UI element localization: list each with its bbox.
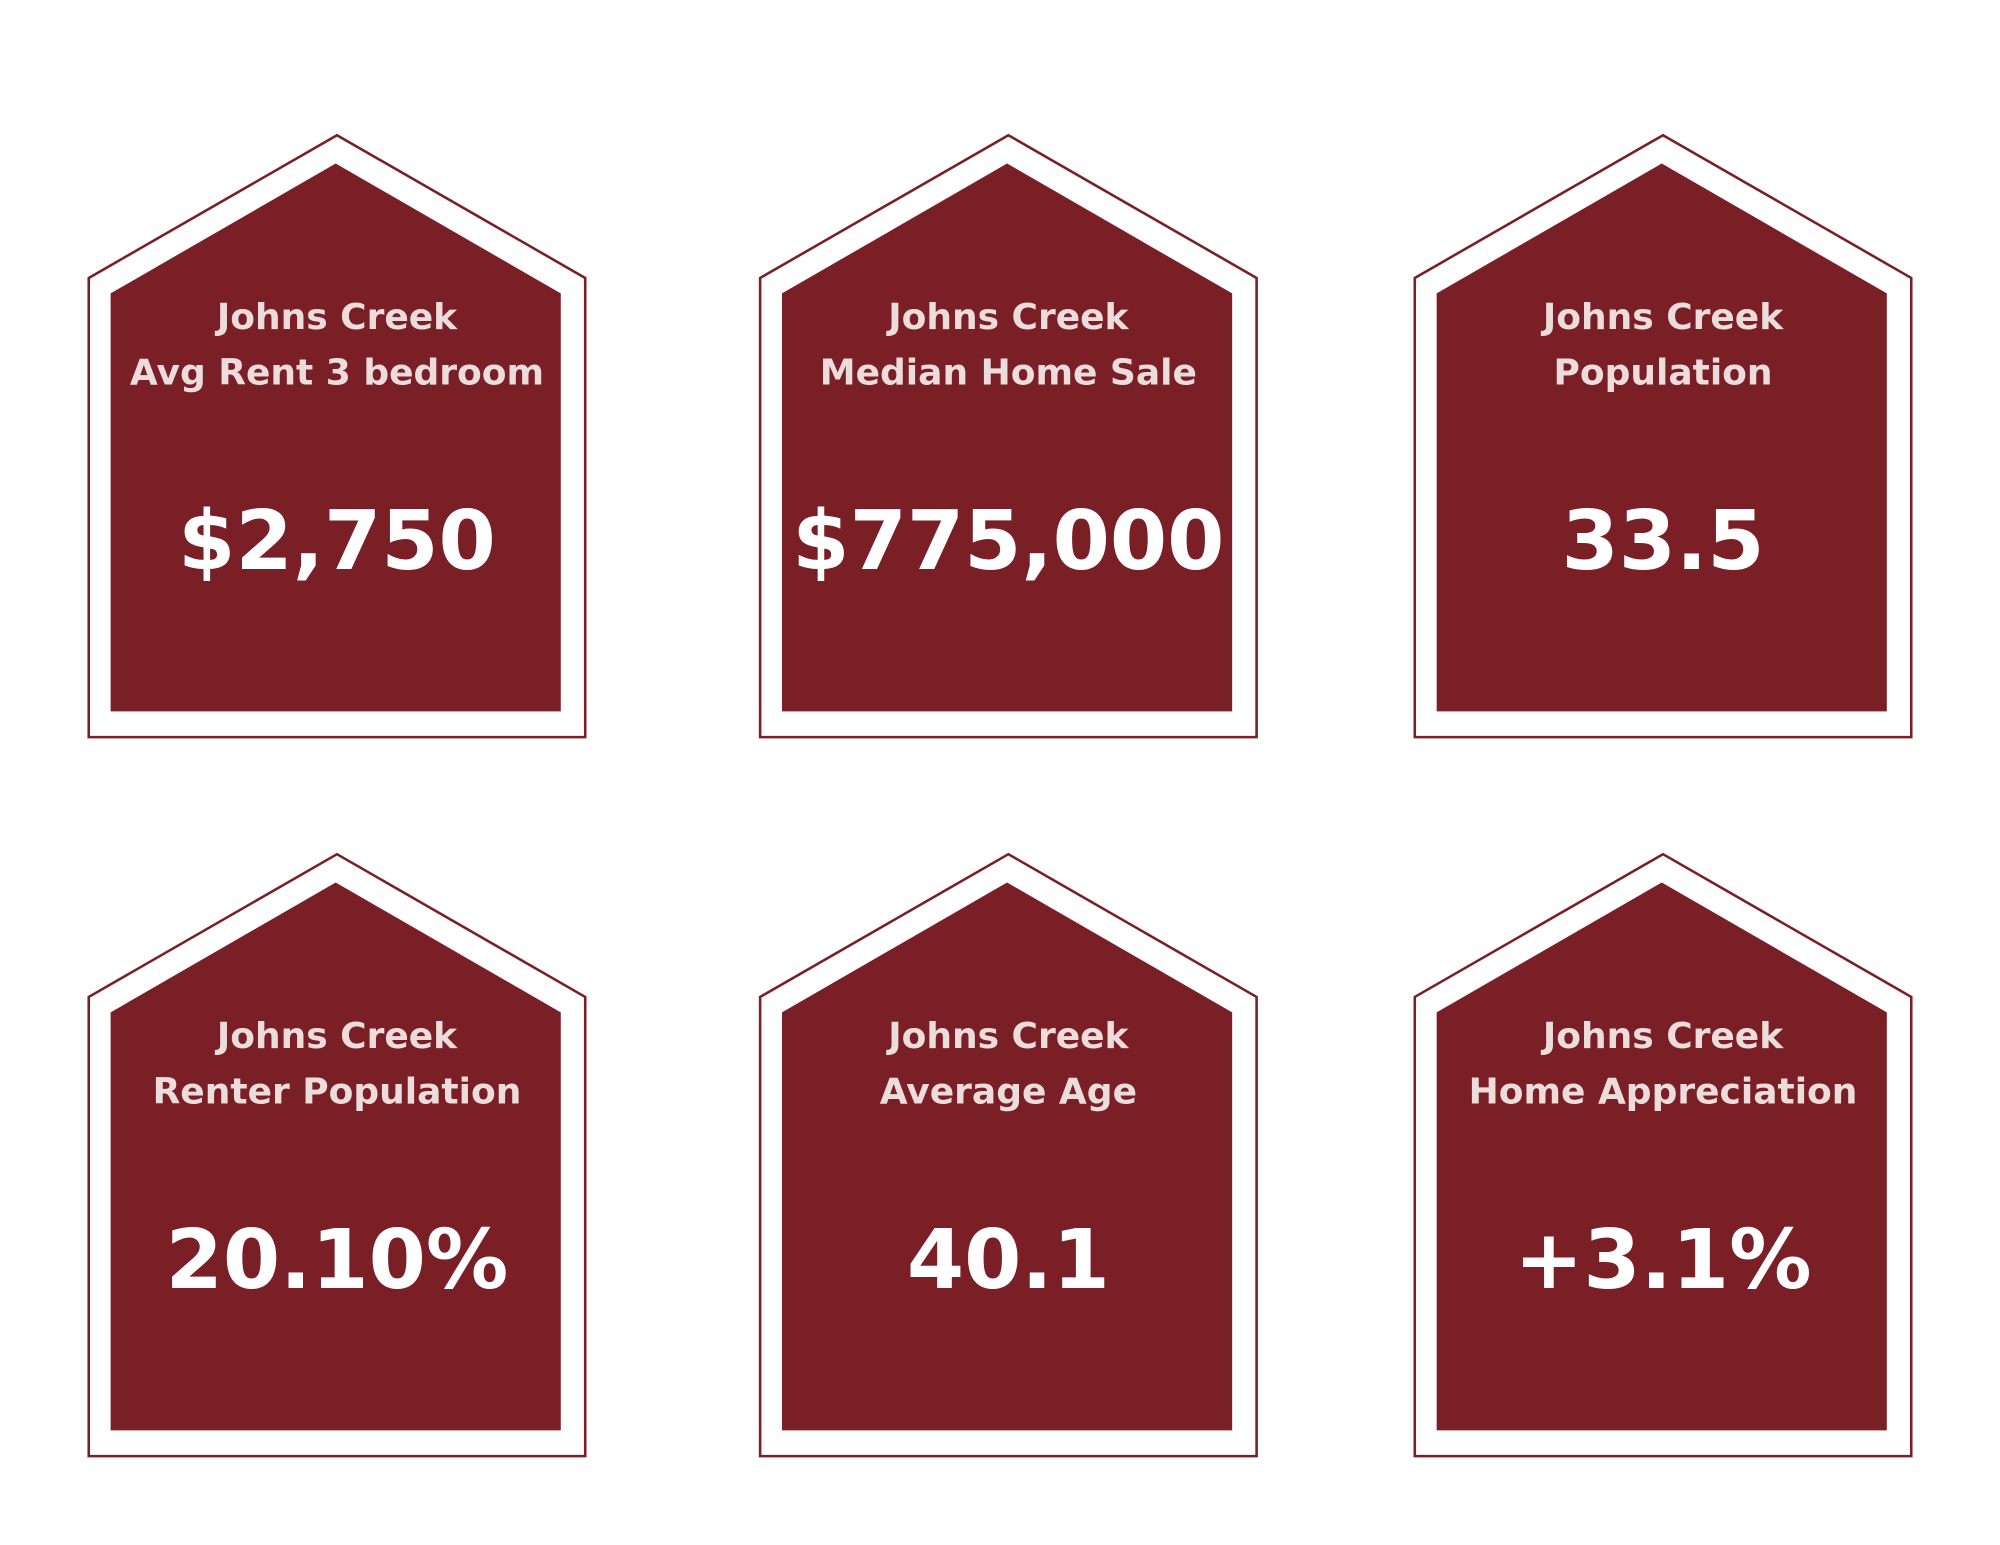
house-card: Johns Creek Avg Rent 3 bedroom $2,750 (87, 133, 587, 739)
card-value: $2,750 (178, 494, 496, 589)
card-title: Renter Population (153, 1071, 522, 1112)
card-value: +3.1% (1514, 1213, 1811, 1308)
card-title: Home Appreciation (1469, 1071, 1858, 1112)
house-fill (781, 163, 1233, 712)
house-card: Johns Creek Renter Population 20.10% (87, 852, 587, 1458)
card-value: 40.1 (907, 1213, 1110, 1308)
house-fill (1436, 163, 1887, 712)
card-title: Median Home Sale (820, 352, 1197, 393)
card-title: Average Age (880, 1071, 1137, 1112)
card-title: Johns Creek (1540, 1016, 1784, 1057)
card-title: Johns Creek (885, 297, 1129, 338)
card-title: Johns Creek (214, 297, 458, 338)
card-value: 20.10% (166, 1213, 509, 1308)
house-fill (781, 882, 1233, 1431)
card-value: 33.5 (1561, 494, 1764, 589)
house-card: Johns Creek Median Home Sale $775,000 (758, 133, 1258, 739)
card-value: $775,000 (792, 494, 1224, 589)
house-card: Johns Creek Home Appreciation +3.1% (1413, 852, 1913, 1458)
card-title: Population (1553, 352, 1772, 393)
house-card: Johns Creek Average Age 40.1 (758, 852, 1258, 1458)
card-title: Johns Creek (1540, 297, 1784, 338)
house-card: Johns Creek Population 33.5 (1413, 133, 1913, 739)
card-title: Johns Creek (214, 1016, 458, 1057)
house-fill (110, 163, 561, 712)
card-title: Avg Rent 3 bedroom (130, 352, 544, 393)
house-fill (110, 882, 561, 1431)
house-fill (1436, 882, 1887, 1431)
card-title: Johns Creek (885, 1016, 1129, 1057)
